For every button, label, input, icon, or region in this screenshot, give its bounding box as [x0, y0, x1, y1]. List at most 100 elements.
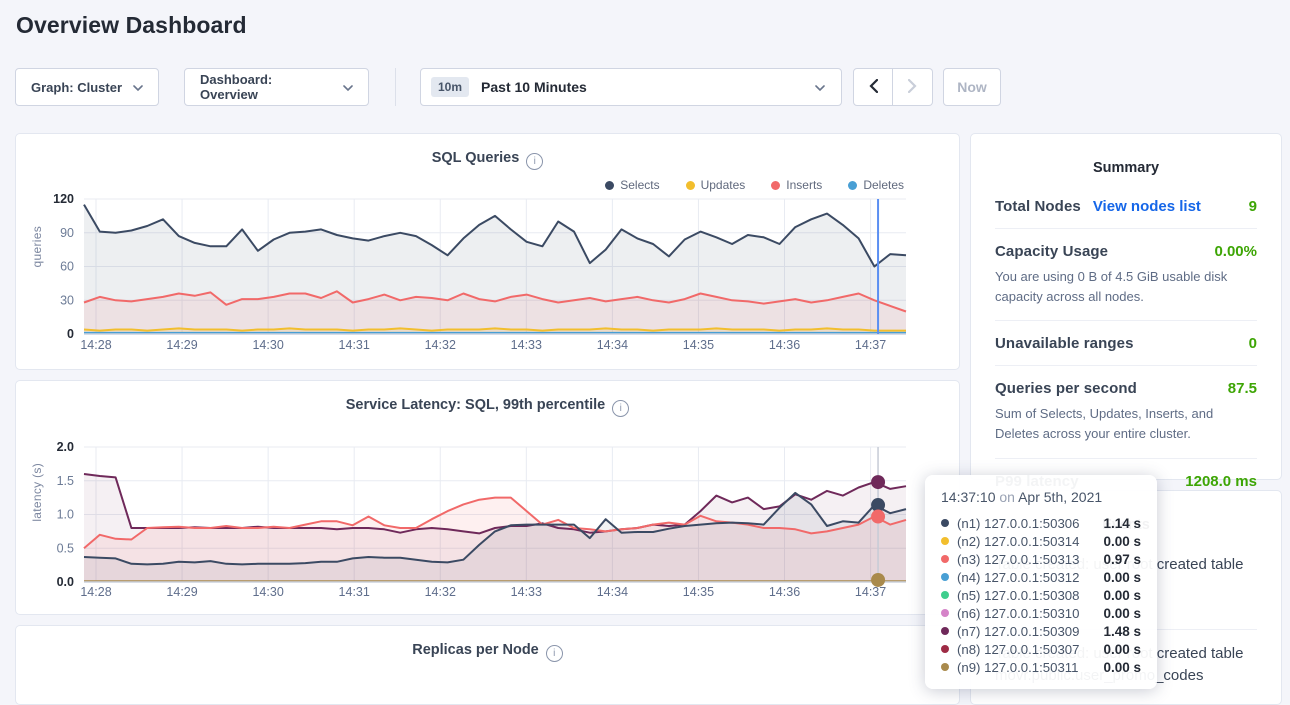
summary-row: Total Nodes View nodes list 9	[995, 184, 1257, 228]
tooltip-node-row: (n9) 127.0.0.1:50311 0.00 s	[941, 658, 1141, 676]
service-latency-chart-card: Service Latency: SQL, 99th percentile i l…	[15, 380, 960, 615]
legend-item-updates[interactable]: Updates	[685, 178, 746, 192]
chart-canvas-sql-queries[interactable]: 14:28 14:29 14:30 14:31 14:32 14:33 14:34 14:35…	[16, 191, 928, 356]
tooltip-node-row: (n5) 127.0.0.1:50308 0.00 s	[941, 586, 1141, 604]
time-range-badge: 10m	[431, 77, 470, 97]
legend-dot-icon	[771, 180, 781, 190]
svg-text:0.0: 0.0	[57, 575, 74, 589]
chevron-down-icon	[133, 80, 143, 95]
info-icon[interactable]: i	[545, 645, 563, 662]
series-dot-icon	[941, 609, 949, 617]
time-range-label: Past 10 Minutes	[481, 79, 587, 95]
summary-row-label: Unavailable ranges	[995, 335, 1134, 353]
time-range-dropdown[interactable]: 10m Past 10 Minutes	[420, 68, 842, 106]
series-dot-icon	[941, 537, 949, 545]
summary-row-description: You are using 0 B of 4.5 GiB usable disk…	[995, 269, 1228, 305]
chart-hover-tooltip: 14:37:10 on Apr 5th, 2021 (n1) 127.0.0.1…	[925, 475, 1157, 689]
series-dot-icon	[941, 573, 949, 581]
svg-text:14:31: 14:31	[339, 585, 370, 599]
tooltip-node-address: (n7) 127.0.0.1:50309	[957, 623, 1080, 639]
series-dot-icon	[941, 591, 949, 599]
summary-panel: Summary Total Nodes View nodes list 9 Capac…	[970, 133, 1282, 490]
summary-row: Queries per second 87.5 Sum of Selects, Up…	[995, 365, 1257, 457]
tooltip-node-latency: 0.00 s	[1103, 641, 1141, 657]
tooltip-node-row: (n8) 127.0.0.1:50307 0.00 s	[941, 640, 1141, 658]
summary-row-description: Sum of Selects, Updates, Inserts, and De…	[995, 406, 1214, 442]
tooltip-node-latency: 0.00 s	[1103, 569, 1141, 585]
tooltip-timestamp: 14:37:10 on Apr 5th, 2021	[941, 489, 1103, 505]
svg-text:14:29: 14:29	[166, 585, 197, 599]
tooltip-rows: (n1) 127.0.0.1:50306 1.14 s (n2) 127.0.0.1…	[941, 514, 1141, 676]
svg-text:1.0: 1.0	[57, 508, 74, 522]
svg-text:14:28: 14:28	[80, 585, 111, 599]
legend-item-inserts[interactable]: Inserts	[771, 178, 822, 192]
tooltip-node-row: (n3) 127.0.0.1:50313 0.97 s	[941, 550, 1141, 568]
legend-label: Inserts	[786, 178, 823, 192]
chart-title-service-latency: Service Latency: SQL, 99th percentile i	[16, 381, 959, 417]
summary-row-label: Capacity Usage	[995, 243, 1109, 260]
series-dot-icon	[941, 645, 949, 653]
svg-text:14:34: 14:34	[597, 585, 628, 599]
chart-title-replicas-per-node: Replicas per Node i	[16, 626, 959, 662]
summary-row-value: 0	[1248, 335, 1257, 353]
summary-row-value: 87.5	[1227, 380, 1257, 398]
tooltip-node-address: (n3) 127.0.0.1:50313	[957, 551, 1080, 567]
tooltip-node-latency: 0.00 s	[1103, 605, 1141, 621]
series-dot-icon	[941, 663, 949, 671]
legend-dot-icon	[605, 180, 615, 190]
legend-item-selects[interactable]: Selects	[605, 178, 660, 192]
info-icon[interactable]: i	[526, 153, 544, 170]
svg-text:14:29: 14:29	[166, 338, 197, 352]
graph-scope-dropdown[interactable]: Graph: Cluster	[15, 68, 159, 106]
svg-text:14:37: 14:37	[855, 585, 886, 599]
tooltip-node-latency: 1.14 s	[1103, 515, 1141, 531]
tooltip-node-address: (n5) 127.0.0.1:50308	[957, 587, 1080, 603]
view-nodes-list-link[interactable]: View nodes list	[1092, 198, 1201, 215]
svg-text:14:37: 14:37	[855, 338, 886, 352]
tooltip-node-latency: 0.00 s	[1103, 587, 1141, 603]
summary-row-value: 0.00%	[1214, 243, 1257, 260]
graph-scope-label: Graph: Cluster	[31, 79, 123, 95]
dashboard-dropdown[interactable]: Dashboard: Overview	[184, 68, 369, 106]
svg-text:2.0: 2.0	[57, 440, 74, 454]
chevron-down-icon	[343, 80, 353, 95]
tooltip-node-address: (n4) 127.0.0.1:50312	[957, 569, 1080, 585]
legend-item-deletes[interactable]: Deletes	[848, 178, 904, 192]
chevron-left-icon	[868, 78, 878, 96]
legend-label: Updates	[700, 178, 746, 192]
summary-row-label: Queries per second	[995, 380, 1137, 398]
tooltip-node-latency: 0.00 s	[1103, 659, 1141, 675]
summary-row-value: 9	[1248, 198, 1257, 215]
info-icon[interactable]: i	[612, 400, 630, 417]
svg-text:14:28: 14:28	[80, 338, 111, 352]
controls-divider	[395, 68, 396, 106]
dashboard-label: Dashboard: Overview	[200, 72, 273, 102]
svg-text:14:33: 14:33	[511, 338, 542, 352]
svg-text:60: 60	[60, 260, 74, 274]
series-dot-icon	[941, 627, 949, 635]
chevron-right-icon	[907, 78, 917, 96]
svg-text:14:31: 14:31	[339, 338, 370, 352]
sql-queries-chart-card: SQL Queries i Selects Updates Inserts Delete…	[15, 133, 960, 370]
time-prev-button[interactable]	[853, 68, 893, 106]
tooltip-node-latency: 1.48 s	[1103, 623, 1141, 639]
legend-label: Deletes	[863, 178, 904, 192]
chart-canvas-service-latency[interactable]: 14:28 14:29 14:30 14:31 14:32 14:33 14:34 14:35…	[16, 429, 928, 601]
tooltip-node-latency: 0.97 s	[1103, 551, 1141, 567]
time-next-button[interactable]	[893, 68, 933, 106]
svg-text:14:30: 14:30	[252, 585, 283, 599]
svg-text:30: 30	[60, 293, 74, 307]
legend-dot-icon	[848, 180, 858, 190]
svg-text:14:33: 14:33	[511, 585, 542, 599]
now-button[interactable]: Now	[943, 68, 1001, 106]
svg-text:0: 0	[67, 327, 74, 341]
svg-text:14:32: 14:32	[425, 338, 456, 352]
svg-text:14:36: 14:36	[769, 338, 800, 352]
page-title: Overview Dashboard	[16, 12, 247, 38]
svg-text:14:34: 14:34	[597, 338, 628, 352]
summary-row: Capacity Usage 0.00% You are using 0 B of …	[995, 228, 1257, 320]
svg-text:14:30: 14:30	[252, 338, 283, 352]
svg-text:120: 120	[53, 192, 74, 206]
svg-text:1.5: 1.5	[57, 474, 74, 488]
svg-text:14:36: 14:36	[769, 585, 800, 599]
